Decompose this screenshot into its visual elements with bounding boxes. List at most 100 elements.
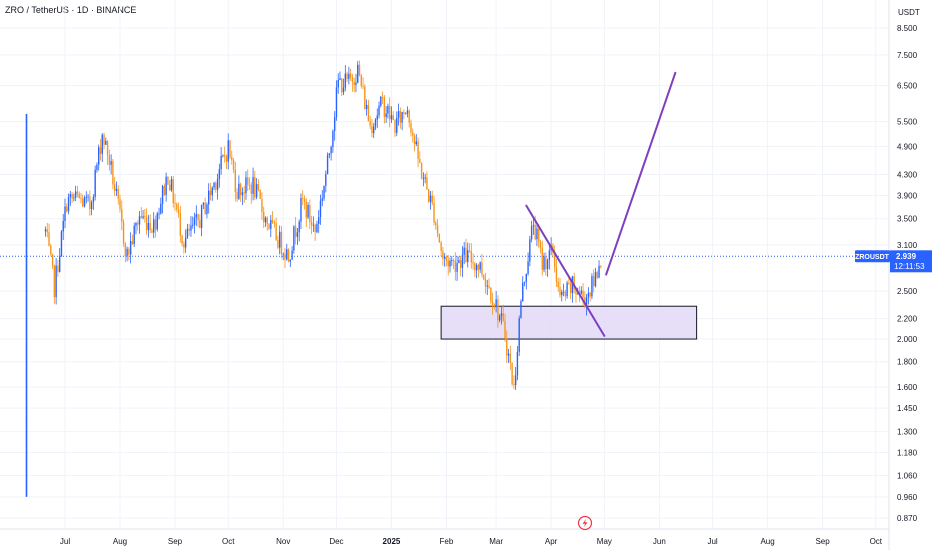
price-tick-label: 7.500	[897, 51, 918, 60]
interval-label[interactable]: 1D	[76, 5, 89, 15]
last-price-badges: ZROUSDT 2.939 12:11:53	[855, 250, 932, 273]
candle	[543, 252, 545, 273]
candle	[564, 289, 567, 302]
candle	[451, 256, 453, 266]
candle	[137, 220, 139, 231]
candle	[112, 158, 114, 190]
candle	[96, 162, 98, 173]
candle	[117, 185, 119, 205]
candle	[282, 252, 284, 261]
candle	[518, 315, 520, 356]
price-axis-panel[interactable]	[889, 0, 932, 550]
lightning-icon[interactable]	[577, 515, 593, 531]
candle	[122, 219, 125, 247]
candle	[562, 283, 565, 297]
price-tick-label: 0.960	[897, 493, 918, 502]
candle	[287, 248, 290, 263]
candle	[381, 91, 384, 104]
candle	[445, 255, 448, 267]
demand-zone[interactable]	[440, 305, 698, 340]
candle	[74, 185, 77, 202]
candle	[177, 202, 180, 218]
candle	[121, 200, 123, 231]
candle	[456, 256, 458, 281]
candle	[286, 243, 288, 261]
candle	[211, 186, 213, 201]
candle	[87, 194, 89, 202]
candle	[83, 195, 86, 208]
symbol-label[interactable]: ZRO	[5, 5, 24, 15]
candle	[62, 213, 64, 240]
candle	[387, 103, 389, 119]
candle	[513, 375, 515, 389]
candle	[591, 273, 593, 300]
candle	[497, 295, 499, 328]
candle	[397, 103, 400, 126]
candle	[168, 180, 171, 191]
candle	[153, 212, 155, 239]
candle	[447, 254, 449, 276]
candle	[278, 225, 281, 255]
candle	[135, 221, 137, 235]
candle	[541, 240, 543, 276]
candle	[291, 246, 293, 260]
candle	[529, 235, 531, 267]
candle	[410, 119, 412, 137]
candle	[160, 197, 162, 215]
candle	[264, 216, 267, 227]
candle	[339, 71, 341, 81]
candle	[474, 261, 476, 277]
candle	[280, 226, 283, 259]
candle	[582, 283, 584, 307]
candle	[319, 194, 322, 225]
candle	[241, 187, 244, 205]
candle	[158, 207, 160, 220]
price-tick-label: 2.500	[897, 287, 918, 296]
drawings[interactable]	[525, 71, 677, 337]
candle	[435, 220, 437, 230]
candle	[523, 281, 526, 287]
candle	[261, 192, 263, 221]
candle	[138, 210, 141, 234]
candle	[316, 220, 318, 234]
time-tick-label: Mar	[489, 537, 503, 546]
candle	[200, 204, 203, 237]
candle	[163, 183, 166, 196]
candle	[243, 185, 245, 203]
price-tick-label: 1.600	[897, 383, 918, 392]
descending-trendline[interactable]	[525, 204, 606, 337]
currency-label[interactable]: USDT	[898, 8, 920, 17]
candle	[348, 66, 350, 85]
candle	[216, 173, 219, 200]
candle	[546, 258, 549, 277]
candle	[94, 165, 96, 201]
candle	[392, 111, 394, 121]
demand-zone-box[interactable]	[440, 305, 698, 340]
candle	[362, 77, 364, 90]
candle	[514, 366, 517, 390]
candle	[80, 192, 82, 204]
candle	[110, 154, 112, 175]
candle	[190, 216, 192, 237]
candle	[587, 287, 590, 305]
candle	[376, 108, 378, 129]
candle	[170, 176, 173, 192]
candle	[335, 80, 338, 121]
candle	[357, 60, 359, 84]
price-tick-label: 8.500	[897, 24, 918, 33]
candle	[275, 217, 277, 241]
candle	[298, 219, 300, 242]
projection-line[interactable]	[605, 71, 677, 276]
candle	[149, 214, 151, 234]
candle	[176, 202, 178, 213]
candle	[69, 190, 72, 206]
price-tick-label: 0.870	[897, 514, 918, 523]
price-tick-label: 1.800	[897, 358, 918, 367]
candle	[569, 279, 572, 300]
candle	[113, 176, 116, 196]
candle	[504, 313, 506, 342]
candle	[85, 191, 87, 204]
time-tick-label: 2025	[383, 537, 401, 546]
candle	[186, 223, 189, 239]
